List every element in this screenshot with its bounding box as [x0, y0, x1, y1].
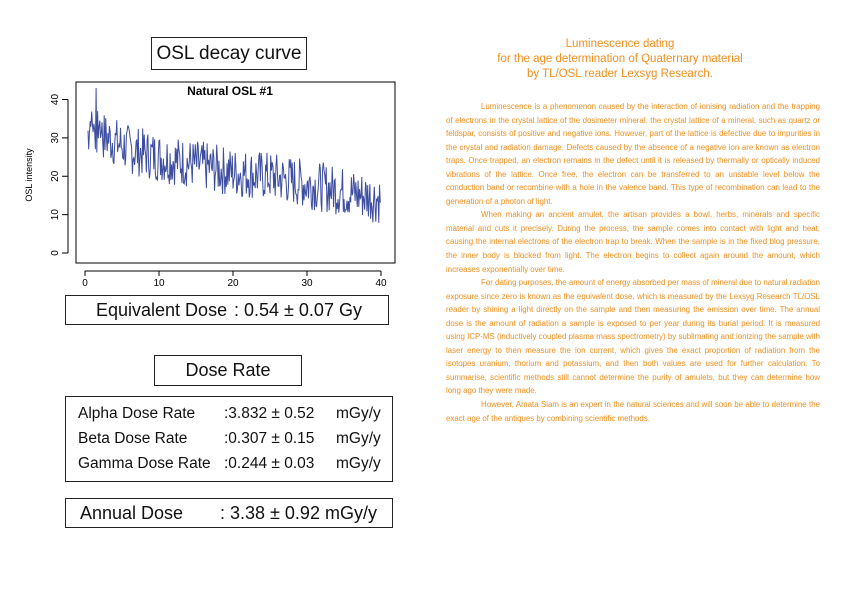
- equivalent-dose-label: Equivalent Dose: [96, 300, 228, 320]
- gamma-dose-row: Gamma Dose Rate :0.244 ± 0.03 mGy/y: [78, 455, 388, 477]
- article-body: Luminescence is a phenomenon caused by t…: [446, 100, 820, 425]
- beta-dose-value: :0.307 ± 0.15: [224, 430, 315, 447]
- plot-frame: [75, 81, 396, 264]
- y-tick-label: 0: [50, 250, 61, 256]
- x-tick-label: 40: [375, 278, 387, 289]
- annual-dose-label: Annual Dose: [80, 503, 184, 523]
- equivalent-dose-box: Equivalent Dose : 0.54 ± 0.07 Gy: [65, 295, 389, 325]
- osl-series-line: [87, 87, 381, 223]
- article-paragraph: When making an ancient amulet, the artis…: [446, 210, 820, 274]
- y-tick-label: 20: [50, 170, 61, 182]
- article-title-line: by TL/OSL reader Lexsyg Research.: [526, 68, 713, 80]
- beta-dose-row: Beta Dose Rate :0.307 ± 0.15 mGy/y: [78, 430, 388, 452]
- beta-dose-unit: mGy/y: [336, 430, 381, 447]
- article-paragraph: For dating purposes, the amount of energ…: [446, 278, 820, 396]
- x-tick-label: 10: [153, 278, 165, 289]
- x-tick-label: 0: [82, 278, 88, 289]
- alpha-dose-unit: mGy/y: [336, 405, 381, 422]
- x-tick-label: 30: [301, 278, 313, 289]
- article-title-line: Luminescence dating: [565, 38, 675, 50]
- y-tick-label: 30: [50, 132, 61, 144]
- osl-curve-title: OSL decay curve: [151, 37, 307, 70]
- article-title-line: for the age determination of Quaternary …: [497, 53, 743, 65]
- chart-title: Natural OSL #1: [187, 84, 273, 98]
- alpha-dose-row: Alpha Dose Rate :3.832 ± 0.52 mGy/y: [78, 405, 388, 427]
- gamma-dose-unit: mGy/y: [336, 455, 381, 472]
- beta-dose-label: Beta Dose Rate: [78, 430, 188, 447]
- article-title: Luminescence dating for the age determin…: [470, 37, 770, 82]
- y-tick-label: 10: [50, 209, 61, 221]
- alpha-dose-value: :3.832 ± 0.52: [224, 405, 315, 422]
- osl-curve-title-text: OSL decay curve: [156, 42, 302, 64]
- x-tick-label: 20: [227, 278, 239, 289]
- dose-rate-title-text: Dose Rate: [185, 360, 271, 380]
- article-paragraph: Luminescence is a phenomenon caused by t…: [446, 102, 820, 206]
- annual-dose-value: : 3.38 ± 0.92 mGy/y: [220, 503, 377, 523]
- dose-rate-title: Dose Rate: [154, 355, 302, 386]
- annual-dose-box: Annual Dose : 3.38 ± 0.92 mGy/y: [65, 498, 393, 528]
- dose-rate-table: Alpha Dose Rate :3.832 ± 0.52 mGy/y Beta…: [65, 396, 393, 482]
- equivalent-dose-value: : 0.54 ± 0.07 Gy: [234, 300, 362, 320]
- osl-decay-chart: Natural OSL #1 OSL intensity 0 10 20 30 40 0 10 2…: [24, 81, 396, 289]
- y-axis-label: OSL intensity: [24, 148, 34, 202]
- gamma-dose-label: Gamma Dose Rate: [78, 455, 211, 472]
- gamma-dose-value: :0.244 ± 0.03: [224, 455, 315, 472]
- y-tick-label: 40: [50, 94, 61, 106]
- alpha-dose-label: Alpha Dose Rate: [78, 405, 196, 422]
- article-paragraph: However, Amata Siam is an expert in the …: [446, 400, 820, 423]
